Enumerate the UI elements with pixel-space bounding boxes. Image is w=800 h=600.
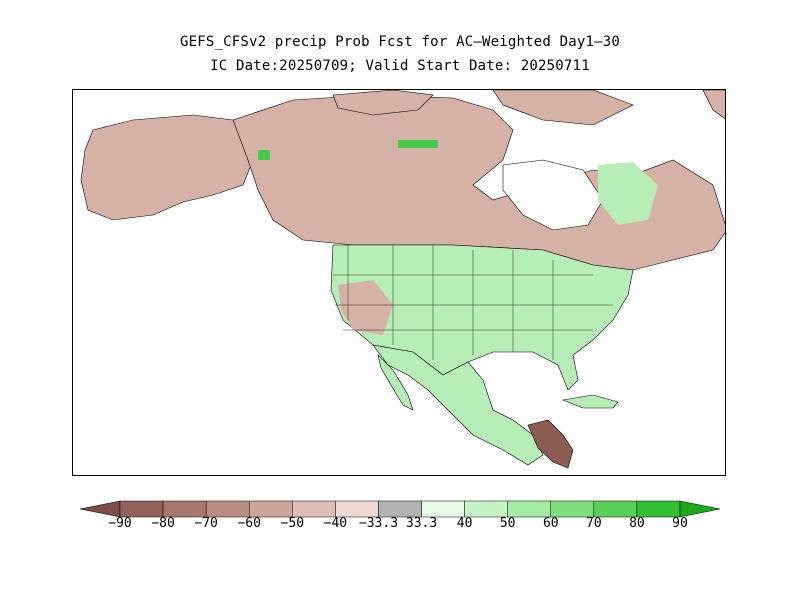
colorbar-tick-label: −90 [108, 516, 132, 531]
colorbar-labels: −90 −80 −70 −60 −50 −40 −33.3 33.3 40 50 60 70 80 90 [0, 516, 800, 536]
cuba-land [561, 394, 619, 409]
colorbar-box [205, 500, 250, 518]
land-layer [80, 90, 725, 469]
colorbar-tick-label: −40 [323, 516, 348, 531]
arctic-islands [332, 90, 434, 116]
colorbar-box [378, 500, 422, 518]
colorbar-tick-label: 33.3 [405, 516, 438, 531]
colorbar-tick-label: −50 [280, 516, 305, 531]
us-west-dry-patch [338, 280, 393, 335]
alaska-land [80, 114, 254, 221]
colorbar-box [421, 500, 465, 518]
colorbar-tick-label: 60 [542, 516, 559, 531]
forecast-map [72, 89, 726, 476]
colorbar-tick-label: −33.3 [358, 516, 399, 531]
colorbar [80, 500, 720, 518]
hudson-bay [502, 159, 604, 231]
wet-spot-nwt [398, 140, 438, 148]
colorbar-tick-label: 50 [499, 516, 516, 531]
canada-land [232, 94, 725, 271]
baja-land [377, 354, 414, 411]
chart-subtitle: IC Date:20250709; Valid Start Date: 2025… [210, 58, 590, 74]
colorbar-tick-label: 90 [672, 516, 688, 531]
chart-title: GEFS_CFSv2 precip Prob Fcst for AC—Weigh… [179, 34, 621, 50]
colorbar-box [335, 500, 379, 518]
colorbar-tick-label: 80 [629, 516, 645, 531]
colorbar-box [162, 500, 207, 518]
colorbar-tick-label: 70 [586, 516, 602, 531]
central-america-land [527, 419, 574, 469]
quebec-wet-patch [598, 162, 658, 225]
colorbar-tick-label: −60 [237, 516, 261, 531]
colorbar-arrow-right [679, 500, 720, 518]
map-canvas [80, 90, 725, 469]
mexico-land [372, 344, 544, 466]
colorbar-box [119, 500, 164, 518]
colorbar-arrow-left [80, 500, 121, 518]
colorbar-box [636, 500, 681, 518]
colorbar-box [248, 500, 293, 518]
colorbar-tick-label: −80 [151, 516, 175, 531]
arctic-islands-east [492, 90, 634, 126]
wet-spot-yukon [258, 150, 270, 160]
colorbar-box [593, 500, 638, 518]
colorbar-box [464, 500, 508, 518]
state-boundaries [333, 245, 613, 360]
colorbar-box [550, 500, 595, 518]
colorbar-box [507, 500, 552, 518]
greenland-edge [702, 90, 725, 119]
colorbar-tick-label: 40 [456, 516, 473, 531]
colorbar-box [292, 500, 336, 518]
colorbar-tick-label: −70 [194, 516, 218, 531]
